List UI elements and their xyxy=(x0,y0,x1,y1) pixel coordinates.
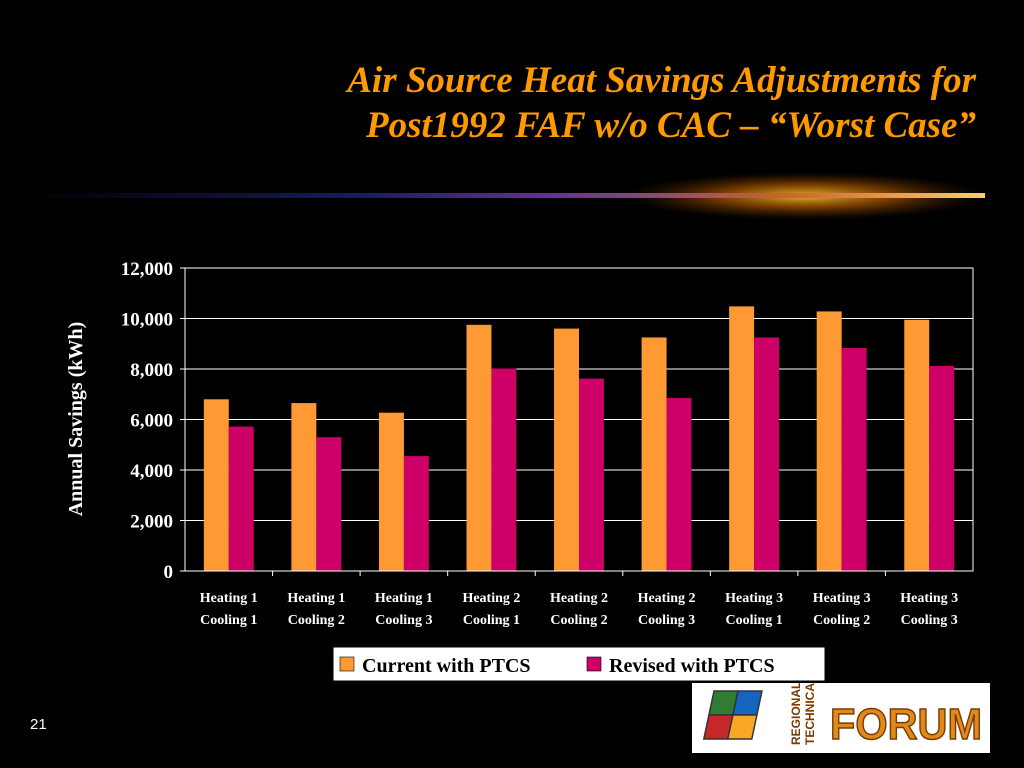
x-tick-label: Heating 2 xyxy=(638,591,696,606)
chart-bars xyxy=(203,306,955,571)
logo-subtext: REGIONAL TECHNICAL xyxy=(789,683,817,745)
chart-legend: Current with PTCS Revised with PTCS xyxy=(332,646,826,682)
y-tick-label: 12,000 xyxy=(121,259,173,280)
x-tick-label: Heating 3 xyxy=(813,591,871,606)
x-tick-label: Heating 3 xyxy=(725,591,783,606)
x-tick-label: Cooling 3 xyxy=(375,613,432,628)
bar-revised xyxy=(579,378,604,571)
x-tick-label: Cooling 1 xyxy=(463,613,520,628)
svg-text:REGIONAL: REGIONAL xyxy=(789,683,803,745)
bar-revised xyxy=(491,368,517,571)
x-tick-label: Cooling 1 xyxy=(726,613,783,628)
slide-title-line-1: Air Source Heat Savings Adjustments for xyxy=(347,60,976,101)
legend-box xyxy=(332,646,826,682)
x-tick-label: Cooling 2 xyxy=(288,613,345,628)
x-tick-label: Heating 1 xyxy=(375,591,433,606)
x-tick-label: Heating 3 xyxy=(900,591,958,606)
y-tick-label: 0 xyxy=(164,562,174,583)
y-tick-label: 8,000 xyxy=(130,360,173,381)
legend-label: Current with PTCS xyxy=(362,655,531,677)
bar-revised xyxy=(228,426,254,571)
savings-bar-chart: 0 2,000 4,000 6,000 8,000 10,000 12,000 Heatin… xyxy=(65,259,974,682)
legend-swatch xyxy=(339,656,355,672)
bar-current xyxy=(291,403,317,571)
x-tick-label: Cooling 1 xyxy=(200,613,257,628)
bar-current xyxy=(904,319,930,571)
bar-revised xyxy=(841,348,867,571)
page-number: 21 xyxy=(30,716,47,733)
bar-current xyxy=(729,306,755,571)
x-tick-label: Heating 1 xyxy=(200,591,258,606)
y-tick-label: 6,000 xyxy=(130,411,173,432)
bar-current xyxy=(641,337,667,571)
logo-forum-text: FORUM xyxy=(830,700,982,749)
bar-current xyxy=(203,399,229,571)
bar-current xyxy=(466,324,492,571)
window-icon xyxy=(702,690,763,740)
bar-current xyxy=(816,311,842,571)
x-axis-ticks: Heating 1 Cooling 1 Heating 1 Cooling 2 Heat… xyxy=(200,571,958,628)
bar-current xyxy=(554,328,579,571)
x-tick-label: Cooling 3 xyxy=(901,613,958,628)
y-tick-label: 10,000 xyxy=(121,310,173,331)
bar-current xyxy=(378,412,404,571)
y-tick-label: 2,000 xyxy=(130,512,173,533)
legend-swatch xyxy=(586,656,602,672)
legend-label: Revised with PTCS xyxy=(609,655,775,677)
y-axis-ticks: 0 2,000 4,000 6,000 8,000 10,000 12,000 xyxy=(121,259,185,583)
bar-revised xyxy=(403,456,429,571)
x-tick-label: Heating 2 xyxy=(462,591,520,606)
x-tick-label: Cooling 2 xyxy=(550,613,607,628)
title-divider-swoosh xyxy=(30,172,985,220)
slide-title-line-2: Post1992 FAF w/o CAC – “Worst Case” xyxy=(366,105,976,146)
x-tick-label: Heating 1 xyxy=(287,591,345,606)
svg-text:TECHNICAL: TECHNICAL xyxy=(803,683,817,745)
bar-revised xyxy=(754,337,780,571)
x-tick-label: Heating 2 xyxy=(550,591,608,606)
regional-technical-forum-logo: REGIONAL TECHNICAL FORUM xyxy=(692,683,990,753)
bar-revised xyxy=(929,365,955,571)
bar-revised xyxy=(316,437,342,571)
y-axis-label: Annual Savings (kWh) xyxy=(65,322,87,517)
x-tick-label: Cooling 2 xyxy=(813,613,870,628)
slide-title: Air Source Heat Savings Adjustments for … xyxy=(60,58,976,148)
bar-revised xyxy=(666,398,692,571)
x-tick-label: Cooling 3 xyxy=(638,613,695,628)
y-tick-label: 4,000 xyxy=(130,461,173,482)
